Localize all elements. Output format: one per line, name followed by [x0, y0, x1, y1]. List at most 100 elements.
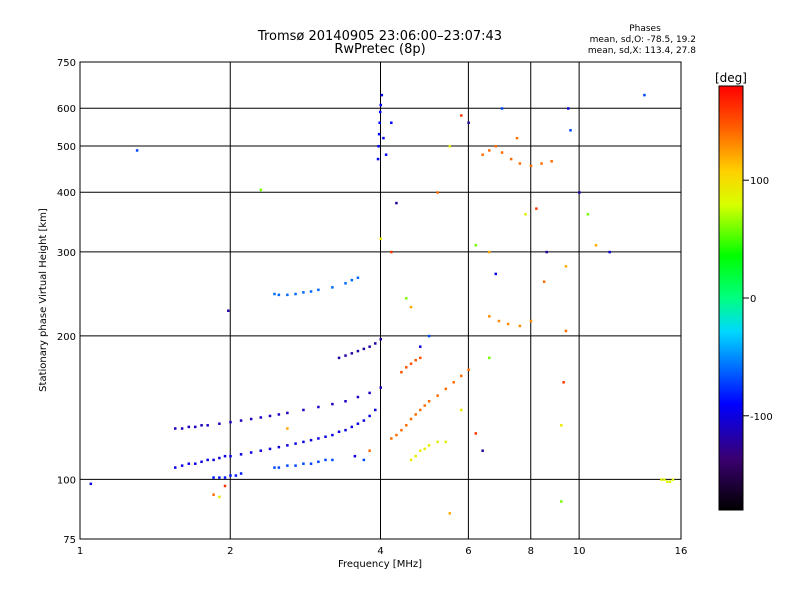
data-point: [331, 402, 334, 406]
data-point: [390, 437, 393, 440]
phases-heading: Phases: [629, 24, 661, 34]
data-point: [419, 408, 422, 412]
data-point: [390, 121, 393, 125]
data-point: [414, 413, 417, 416]
y-axis-label: Stationary phase Virtual Height [km]: [38, 208, 49, 392]
data-point: [200, 460, 203, 464]
data-point: [331, 458, 334, 462]
data-point: [467, 121, 470, 125]
phases-line-x: mean, sd,X: 113.4, 27.8: [588, 46, 696, 56]
x-tick-label: 16: [675, 546, 688, 557]
data-point: [460, 374, 463, 378]
data-point: [187, 462, 191, 465]
data-point: [331, 286, 334, 289]
data-point: [535, 207, 538, 210]
chart-subtitle: RwPretec (8p): [334, 42, 425, 57]
data-point: [309, 462, 313, 465]
data-point: [223, 454, 227, 458]
data-point: [529, 319, 533, 323]
data-point: [294, 442, 297, 445]
data-point: [218, 422, 221, 425]
data-point: [239, 472, 243, 475]
data-point: [259, 188, 263, 192]
data-point: [542, 280, 546, 283]
data-point: [302, 462, 305, 465]
data-point: [350, 352, 354, 355]
data-point: [377, 144, 380, 148]
data-point: [500, 107, 504, 110]
data-point: [545, 250, 548, 254]
data-point: [350, 278, 354, 282]
data-point: [218, 476, 221, 479]
data-point: [481, 449, 484, 452]
data-point: [194, 425, 197, 429]
x-tick-label: 1: [77, 546, 83, 557]
data-point: [666, 480, 669, 483]
data-point: [427, 334, 431, 338]
data-point: [317, 437, 320, 440]
y-tick-label: 75: [63, 535, 76, 546]
data-point: [405, 424, 408, 427]
data-point: [427, 400, 431, 403]
data-point: [356, 276, 360, 280]
data-point: [474, 432, 477, 435]
data-point: [419, 356, 422, 360]
data-point: [173, 466, 177, 469]
chart-title: Tromsø 20140905 23:06:00–23:07:43: [257, 29, 502, 44]
data-point: [423, 404, 426, 407]
data-point: [427, 444, 431, 447]
data-point: [414, 358, 417, 362]
data-point: [380, 93, 384, 97]
data-point: [218, 456, 221, 460]
data-point: [268, 414, 272, 418]
data-point: [409, 305, 413, 309]
y-axis-ticks: 75 100 200 300 400 500 600 750: [57, 58, 76, 546]
data-point: [567, 107, 570, 110]
data-point: [488, 149, 491, 152]
y-tick-label: 300: [57, 248, 76, 259]
data-point: [273, 466, 276, 469]
data-point: [419, 345, 422, 348]
data-point: [460, 408, 463, 412]
data-point: [374, 408, 377, 412]
x-tick-label: 10: [573, 546, 586, 557]
data-point: [259, 416, 263, 419]
data-point: [378, 110, 382, 114]
data-point: [277, 445, 281, 449]
data-point: [180, 464, 184, 467]
data-point: [494, 144, 498, 148]
data-point: [212, 493, 215, 496]
colorbar-tick-label: 0: [750, 294, 756, 305]
data-point: [500, 151, 504, 154]
data-point: [382, 136, 385, 140]
data-point: [309, 438, 313, 442]
grid-lines: [80, 62, 681, 539]
data-point: [200, 424, 203, 427]
data-point: [518, 324, 522, 328]
data-point: [344, 282, 347, 285]
data-point: [277, 293, 281, 297]
data-point: [223, 484, 227, 488]
x-axis-ticks: 1 2 4 6 8 10 16: [77, 546, 688, 557]
data-point: [344, 354, 347, 357]
colorbar-ticks: 100 0 -100: [743, 176, 773, 423]
data-point: [460, 114, 463, 117]
data-point: [294, 464, 297, 467]
data-point: [239, 419, 243, 422]
data-point: [229, 420, 232, 424]
data-point: [294, 292, 297, 296]
data-point: [524, 213, 527, 216]
data-point: [268, 447, 272, 451]
data-point: [302, 291, 305, 294]
data-point: [452, 381, 455, 384]
data-point: [400, 428, 403, 432]
data-point: [378, 121, 381, 125]
data-point: [569, 129, 572, 132]
data-point: [356, 349, 360, 353]
data-point: [405, 297, 408, 300]
data-point: [344, 428, 347, 432]
data-point: [234, 474, 238, 477]
x-tick-label: 4: [377, 546, 383, 557]
data-point: [309, 290, 313, 293]
